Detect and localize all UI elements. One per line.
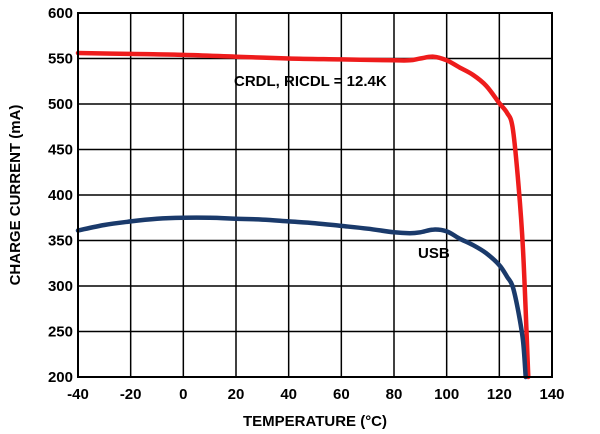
y-tick-label: 500 [48, 96, 73, 113]
series-lines [75, 50, 531, 380]
x-tick-label: -20 [120, 386, 142, 403]
y-tick-label: 600 [48, 5, 73, 22]
y-tick-label: 550 [48, 51, 73, 68]
y-tick-label: 300 [48, 278, 73, 295]
y-tick-label: 400 [48, 187, 73, 204]
usb-series-line [75, 215, 528, 380]
y-tick-label: 250 [48, 324, 73, 341]
y-tick-label: 450 [48, 142, 73, 159]
x-tick-label: 20 [228, 386, 245, 403]
crdl-annotation: CRDL, RICDL = 12.4K [234, 73, 387, 90]
x-tick-label: 60 [333, 386, 350, 403]
grid [77, 12, 553, 378]
plot-frame [77, 12, 553, 378]
x-tick-label: 120 [487, 386, 512, 403]
x-tick-label: 80 [386, 386, 403, 403]
x-tick-label: 0 [179, 386, 187, 403]
y-tick-label: 200 [48, 369, 73, 386]
x-axis-label: TEMPERATURE (°C) [243, 413, 387, 430]
y-tick-labels: 200 250 300 350 400 450 500 550 600 [48, 5, 73, 386]
y-tick-label: 350 [48, 233, 73, 250]
x-tick-label: 40 [280, 386, 297, 403]
y-axis-label: CHARGE CURRENT (mA) [7, 105, 24, 286]
x-tick-label: 140 [539, 386, 564, 403]
x-tick-label: -40 [67, 386, 89, 403]
x-tick-labels: -40 -20 0 20 40 60 80 100 120 140 [67, 386, 564, 403]
usb-annotation: USB [418, 245, 450, 262]
x-tick-label: 100 [434, 386, 459, 403]
crdl-series-line [75, 50, 531, 380]
